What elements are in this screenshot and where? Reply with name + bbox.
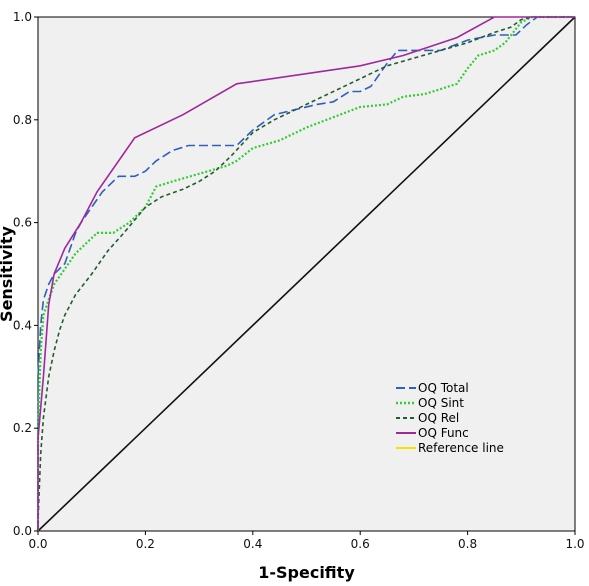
series-line-oq-func [37,16,575,531]
y-tick-label: 0.4 [13,318,32,332]
y-tick-label: 1.0 [13,10,32,24]
legend-label-reference-line: Reference line [418,441,504,455]
series-line-reference-line [37,16,576,532]
y-axis-title: Sensitivity [0,225,16,321]
legend-label-oq-rel: OQ Rel [418,411,459,425]
x-axis: 0.0 0.2 0.4 0.6 0.8 1.0 [28,531,585,551]
x-tick-label: 0.4 [243,537,262,551]
legend-label-oq-func: OQ Func [418,426,469,440]
x-tick-label: 1.0 [565,537,584,551]
y-axis: 0.0 0.2 0.4 0.6 0.8 1.0 [13,10,38,538]
series-line-oq-total [37,16,575,531]
y-tick-label: 0.8 [13,113,32,127]
series-line-oq-sint [36,15,575,531]
x-axis-title: 1-Specifity [258,563,355,582]
y-tick-label: 0.6 [13,216,32,230]
x-tick-label: 0.0 [28,537,47,551]
y-tick-label: 0.2 [13,421,32,435]
series-layer [36,15,576,532]
x-tick-label: 0.8 [458,537,477,551]
x-tick-label: 0.6 [351,537,370,551]
x-tick-label: 0.2 [136,537,155,551]
y-tick-label: 0.0 [13,524,32,538]
legend-label-oq-sint: OQ Sint [418,396,464,410]
legend-label-oq-total: OQ Total [418,381,469,395]
